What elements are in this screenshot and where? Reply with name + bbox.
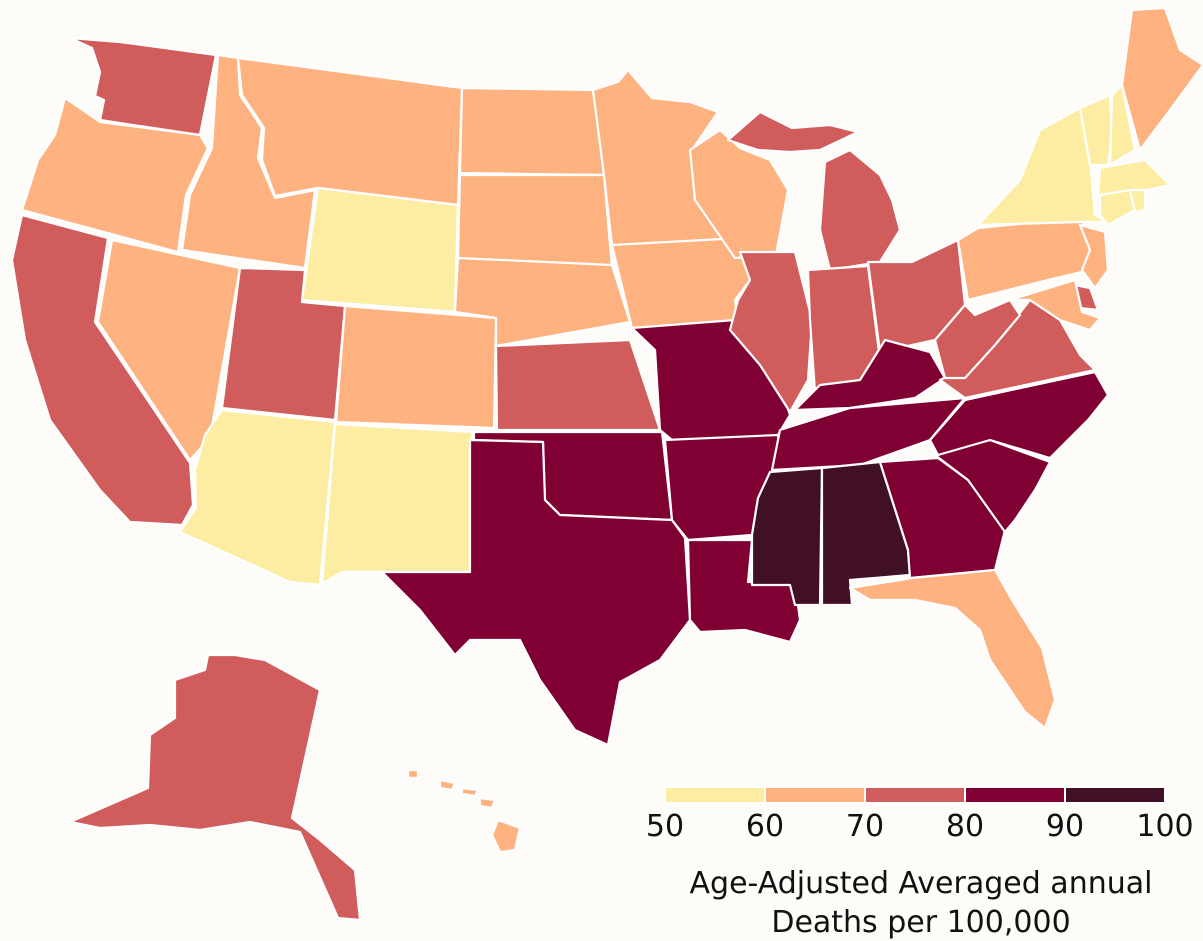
legend-swatch-90-100 [1064, 786, 1166, 804]
state-me [1120, 6, 1203, 152]
state-ca [10, 213, 195, 527]
state-ky [793, 338, 947, 412]
legend-swatch-60-70 [764, 786, 866, 804]
legend-tick-90: 90 [1046, 809, 1084, 844]
state-nh [1108, 83, 1137, 167]
state-wv [933, 298, 1022, 380]
state-hi [406, 768, 522, 854]
state-sd [456, 173, 614, 270]
legend-title-line2: Deaths per 100,000 [771, 905, 1070, 940]
legend-tick-70: 70 [846, 809, 884, 844]
state-la [686, 538, 802, 644]
legend-swatches [664, 786, 1166, 804]
state-fl [848, 568, 1057, 730]
legend-title-line1: Age-Adjusted Averaged annual [690, 866, 1153, 901]
state-nc [928, 370, 1110, 460]
states-layer [10, 6, 1203, 922]
state-md [1008, 278, 1102, 332]
legend-tick-80: 80 [946, 809, 984, 844]
state-il [728, 250, 814, 414]
state-nm [320, 422, 474, 586]
state-or [20, 96, 210, 254]
legend-tick-50: 50 [646, 809, 684, 844]
state-mi [726, 110, 902, 272]
legend-tick-100: 100 [1136, 809, 1193, 844]
legend: 50 60 70 80 90 100 Age-Adjusted Averaged annu… [646, 786, 1194, 940]
state-ma [1096, 158, 1172, 197]
state-id [180, 53, 317, 270]
state-ri [1128, 188, 1147, 214]
state-nj [1078, 223, 1110, 290]
legend-ticks: 50 60 70 80 90 100 [646, 809, 1194, 844]
state-ms [750, 466, 824, 607]
legend-swatch-50-60 [664, 786, 766, 804]
state-tx [380, 438, 692, 747]
state-ks [494, 338, 662, 432]
state-wa [68, 36, 218, 137]
state-nd [458, 86, 606, 177]
state-ak [68, 653, 362, 922]
legend-swatch-80-90 [964, 786, 1066, 804]
legend-swatch-70-80 [864, 786, 966, 804]
state-ct [1098, 188, 1137, 227]
state-wi [688, 128, 790, 260]
state-mn [591, 68, 742, 247]
state-co [334, 304, 498, 430]
state-wy [300, 186, 460, 314]
legend-tick-60: 60 [746, 809, 784, 844]
state-mt [236, 56, 464, 207]
